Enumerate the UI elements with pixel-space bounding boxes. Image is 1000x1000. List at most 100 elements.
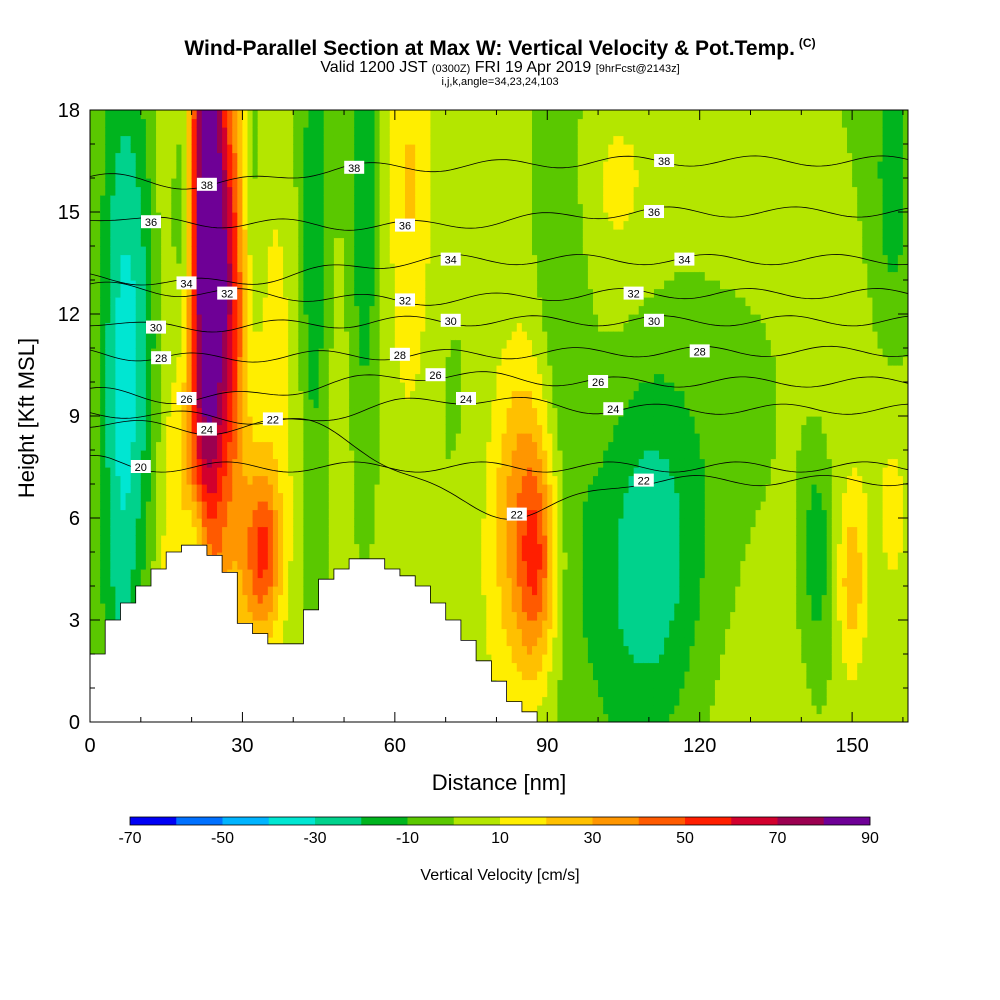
w-cell (176, 407, 183, 417)
w-cell (100, 416, 106, 426)
w-cell (110, 118, 116, 128)
w-cell (166, 382, 172, 392)
w-cell (257, 390, 264, 400)
w-cell (415, 110, 421, 120)
w-cell (410, 314, 416, 324)
w-cell (415, 382, 421, 392)
w-cell (176, 492, 183, 502)
w-cell (257, 203, 264, 213)
w-cell (303, 254, 310, 264)
w-cell (288, 246, 294, 256)
w-cell (313, 356, 320, 366)
w-cell (359, 407, 365, 417)
w-cell (405, 169, 411, 179)
w-cell (201, 331, 208, 341)
w-cell (222, 271, 228, 281)
w-cell (120, 246, 127, 256)
w-cell (379, 390, 386, 400)
w-cell (135, 169, 142, 179)
w-cell (105, 322, 111, 332)
w-cell (125, 560, 132, 570)
w-cell (237, 254, 244, 264)
w-cell (283, 535, 289, 545)
w-cell (110, 433, 116, 443)
w-cell (110, 110, 116, 120)
w-cell (201, 441, 208, 451)
w-cell (333, 560, 340, 570)
w-cell (140, 399, 147, 409)
w-cell (125, 518, 132, 528)
w-cell (369, 382, 376, 392)
w-cell (277, 356, 284, 366)
w-cell (232, 152, 238, 162)
w-cell (196, 416, 203, 426)
w-cell (262, 407, 269, 417)
w-cell (262, 195, 269, 205)
w-cell (150, 407, 157, 417)
w-cell (415, 339, 421, 349)
w-cell (435, 509, 442, 519)
w-cell (135, 569, 142, 579)
w-cell (420, 186, 426, 196)
w-cell (364, 390, 371, 400)
w-cell (415, 135, 421, 145)
w-cell (100, 628, 106, 638)
w-cell (161, 450, 167, 460)
w-cell (308, 535, 315, 545)
w-cell (354, 450, 360, 460)
w-cell (90, 203, 96, 213)
w-cell (405, 560, 411, 570)
w-cell (374, 186, 381, 196)
w-cell (364, 169, 371, 179)
w-cell (277, 331, 284, 341)
w-cell (171, 229, 177, 239)
w-cell (272, 305, 279, 315)
w-cell (420, 178, 426, 188)
w-cell (105, 297, 111, 307)
w-cell (222, 348, 228, 358)
w-cell (90, 339, 96, 349)
w-cell (384, 365, 391, 375)
w-cell (257, 348, 264, 358)
w-cell (333, 203, 340, 213)
w-cell (115, 543, 122, 553)
w-cell (308, 271, 315, 281)
w-cell (293, 152, 299, 162)
w-cell (247, 416, 254, 426)
w-cell (359, 339, 365, 349)
w-cell (369, 416, 376, 426)
w-cell (156, 237, 162, 247)
w-cell (435, 331, 442, 341)
w-cell (100, 399, 106, 409)
w-cell (298, 373, 304, 383)
w-cell (303, 135, 310, 145)
w-cell (374, 127, 381, 137)
w-cell (344, 169, 350, 179)
w-cell (171, 322, 177, 332)
w-cell (379, 407, 386, 417)
w-cell (105, 246, 111, 256)
w-cell (308, 458, 315, 468)
w-cell (430, 110, 437, 120)
w-cell (430, 594, 437, 604)
w-cell (156, 399, 162, 409)
w-cell (171, 186, 177, 196)
w-cell (328, 416, 335, 426)
w-cell (364, 280, 371, 290)
w-cell (120, 195, 127, 205)
w-cell (237, 314, 244, 324)
w-cell (410, 203, 416, 213)
w-cell (191, 127, 198, 137)
w-cell (420, 161, 426, 171)
w-cell (394, 203, 401, 213)
w-cell (95, 127, 101, 137)
w-cell (110, 501, 116, 511)
w-cell (262, 620, 269, 630)
w-cell (252, 339, 259, 349)
w-cell (247, 169, 254, 179)
w-cell (217, 535, 223, 545)
w-cell (262, 161, 269, 171)
w-cell (344, 424, 350, 434)
w-cell (161, 135, 167, 145)
w-cell (338, 407, 345, 417)
